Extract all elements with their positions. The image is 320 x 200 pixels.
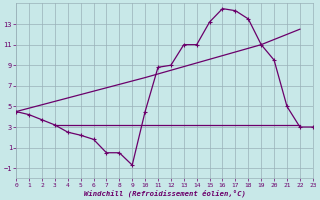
X-axis label: Windchill (Refroidissement éolien,°C): Windchill (Refroidissement éolien,°C): [84, 189, 245, 197]
